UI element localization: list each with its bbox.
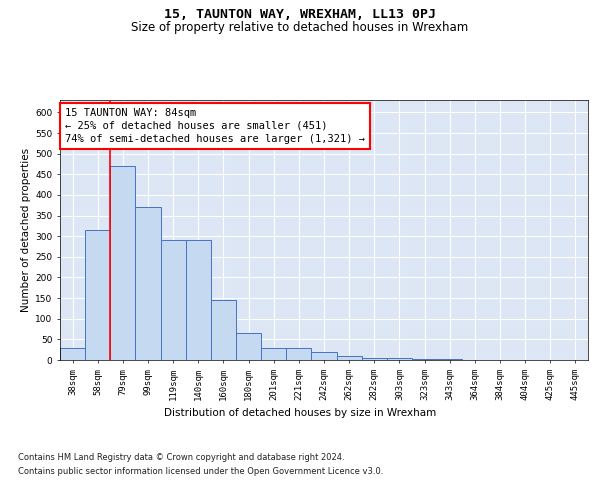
Bar xyxy=(311,352,337,360)
Bar xyxy=(286,348,311,360)
Bar xyxy=(412,359,437,360)
Bar xyxy=(211,300,236,360)
Bar xyxy=(161,240,186,360)
Bar xyxy=(186,240,211,360)
Bar xyxy=(236,333,261,360)
Bar xyxy=(261,348,286,360)
Bar xyxy=(85,230,110,360)
Text: Contains HM Land Registry data © Crown copyright and database right 2024.: Contains HM Land Registry data © Crown c… xyxy=(18,452,344,462)
Text: Size of property relative to detached houses in Wrexham: Size of property relative to detached ho… xyxy=(131,21,469,34)
Bar xyxy=(110,166,136,360)
Text: 15 TAUNTON WAY: 84sqm
← 25% of detached houses are smaller (451)
74% of semi-det: 15 TAUNTON WAY: 84sqm ← 25% of detached … xyxy=(65,108,365,144)
Bar xyxy=(337,356,362,360)
Bar xyxy=(387,358,412,360)
Bar xyxy=(362,358,387,360)
Bar xyxy=(60,348,85,360)
Y-axis label: Number of detached properties: Number of detached properties xyxy=(21,148,31,312)
Text: Distribution of detached houses by size in Wrexham: Distribution of detached houses by size … xyxy=(164,408,436,418)
Bar xyxy=(437,359,462,360)
Text: 15, TAUNTON WAY, WREXHAM, LL13 0PJ: 15, TAUNTON WAY, WREXHAM, LL13 0PJ xyxy=(164,8,436,20)
Text: Contains public sector information licensed under the Open Government Licence v3: Contains public sector information licen… xyxy=(18,468,383,476)
Bar xyxy=(136,208,161,360)
